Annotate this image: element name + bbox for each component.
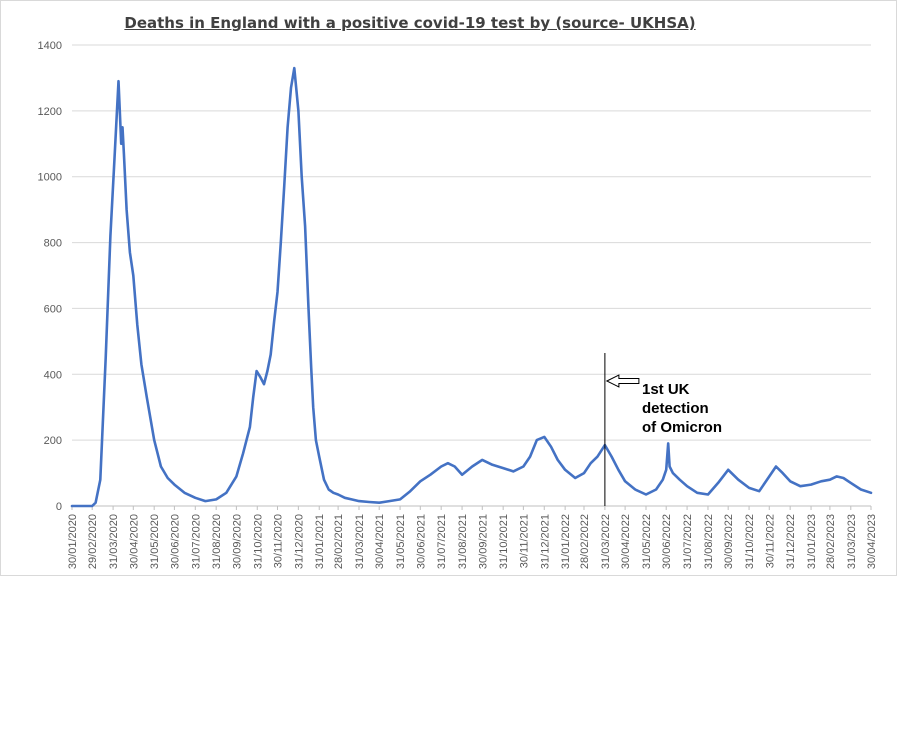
x-tick-label: 31/01/2023 xyxy=(806,514,818,569)
x-tick-label: 31/12/2021 xyxy=(539,514,551,569)
y-tick-label: 800 xyxy=(44,238,62,250)
y-tick-label: 400 xyxy=(44,369,62,381)
x-tick-label: 31/05/2021 xyxy=(395,514,407,569)
annotation-arrow xyxy=(605,374,640,388)
x-tick-label: 31/12/2020 xyxy=(293,514,305,569)
x-tick-label: 31/07/2020 xyxy=(190,514,202,569)
x-tick-label: 30/09/2021 xyxy=(477,514,489,569)
annotation-line-1: 1st UK xyxy=(642,381,690,398)
x-tick-label: 31/12/2022 xyxy=(785,514,797,569)
y-tick-label: 1400 xyxy=(38,40,62,52)
x-tick-label: 31/03/2022 xyxy=(600,514,612,569)
x-tick-label: 28/02/2023 xyxy=(825,514,837,569)
series-layer xyxy=(70,66,873,508)
x-tick-label: 30/09/2022 xyxy=(723,514,735,569)
x-tick-label: 31/08/2021 xyxy=(457,514,469,569)
y-axis: 0 200 400 600 800 1000 1200 1400 xyxy=(38,40,62,513)
chart-svg: 0 200 400 600 800 1000 1200 1400 30/01/2020 29/0… xyxy=(38,40,878,569)
annotation-line-3: of Omicron xyxy=(642,419,723,436)
x-tick-label: 30/04/2022 xyxy=(620,514,632,569)
y-tick-label: 1000 xyxy=(38,172,62,184)
x-tick-label: 31/07/2021 xyxy=(436,514,448,569)
x-tick-label: 30/11/2020 xyxy=(272,514,284,568)
x-tick-label: 30/11/2021 xyxy=(518,514,530,568)
x-tick-label: 31/03/2023 xyxy=(846,514,858,569)
chart-title: Deaths in England with a positive covid-… xyxy=(124,14,696,32)
y-tick-label: 0 xyxy=(56,501,62,513)
x-tick-label: 31/03/2020 xyxy=(108,514,120,569)
annotation-marker xyxy=(604,353,640,506)
x-tick-label: 31/01/2021 xyxy=(314,514,326,569)
x-tick-label: 30/04/2020 xyxy=(128,514,140,569)
x-tick-label: 31/05/2020 xyxy=(149,514,161,569)
x-tick-label: 30/04/2021 xyxy=(374,514,386,569)
x-tick-label: 31/10/2020 xyxy=(252,514,264,569)
annotation-line-2: detection xyxy=(642,400,709,417)
x-tick-label: 30/06/2021 xyxy=(415,514,427,569)
x-tick-label: 31/03/2021 xyxy=(354,514,366,569)
x-tick-label: 29/02/2020 xyxy=(87,514,99,569)
x-tick-label: 31/08/2020 xyxy=(211,514,223,569)
x-tick-label: 30/09/2020 xyxy=(231,514,243,569)
y-tick-label: 1200 xyxy=(38,106,62,118)
x-tick-label: 31/05/2022 xyxy=(641,514,653,569)
x-tick-label: 30/04/2023 xyxy=(866,514,878,569)
x-tick-label: 31/08/2022 xyxy=(703,514,715,569)
x-tick-label: 31/07/2022 xyxy=(682,514,694,569)
chart-frame xyxy=(0,0,897,576)
x-tick-label: 28/02/2021 xyxy=(333,514,345,569)
x-tick-label: 30/06/2020 xyxy=(169,514,181,569)
x-tick-label: 31/10/2022 xyxy=(744,514,756,569)
gridlines xyxy=(72,44,871,507)
x-tick-label: 31/01/2022 xyxy=(560,514,572,569)
x-tick-label: 30/01/2020 xyxy=(67,514,79,569)
omicron-annotation: 1st UK detection of Omicron xyxy=(642,380,722,437)
series-line xyxy=(70,66,873,508)
x-tick-label: 28/02/2022 xyxy=(579,514,591,569)
y-tick-label: 600 xyxy=(44,303,62,315)
x-axis: 30/01/2020 29/02/2020 31/03/2020 30/04/2020… xyxy=(67,506,878,569)
x-tick-label: 30/06/2022 xyxy=(661,514,673,569)
x-tick-label: 30/11/2022 xyxy=(764,514,776,568)
x-tick-label: 31/10/2021 xyxy=(498,514,510,569)
y-tick-label: 200 xyxy=(44,435,62,447)
